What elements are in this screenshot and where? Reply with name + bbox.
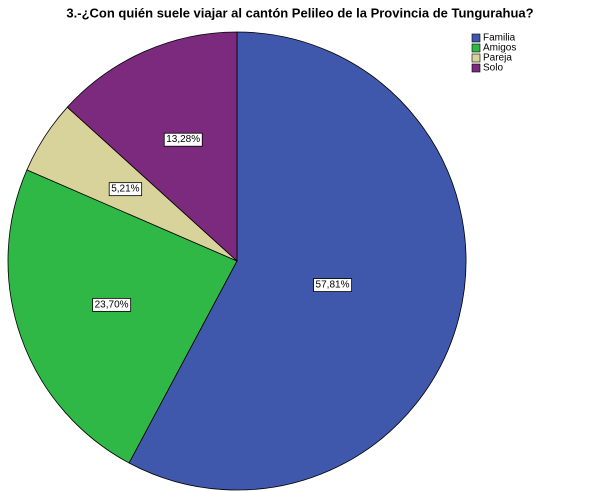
legend-swatch	[471, 63, 481, 73]
data-label: 5,21%	[111, 184, 139, 195]
label-box	[108, 182, 143, 197]
legend-swatch	[471, 53, 481, 63]
data-label: 57,81%	[316, 280, 350, 291]
pie-slice	[66, 31, 238, 262]
legend-label: Pareja	[483, 53, 512, 64]
legend-label: Amigos	[483, 43, 516, 54]
data-label: 23,70%	[95, 299, 129, 310]
legend-swatch	[471, 43, 481, 53]
label-box	[92, 297, 132, 312]
chart-title: 3.-¿Con quién suele viajar al cantón Pel…	[66, 5, 533, 20]
data-label: 13,28%	[166, 134, 200, 145]
legend-swatch	[471, 33, 481, 43]
legend-label: Solo	[483, 63, 503, 74]
label-box	[313, 278, 352, 292]
legend-label: Familia	[483, 33, 516, 44]
pie-slice	[128, 31, 467, 491]
label-box	[163, 132, 203, 147]
pie-slice	[7, 169, 238, 464]
